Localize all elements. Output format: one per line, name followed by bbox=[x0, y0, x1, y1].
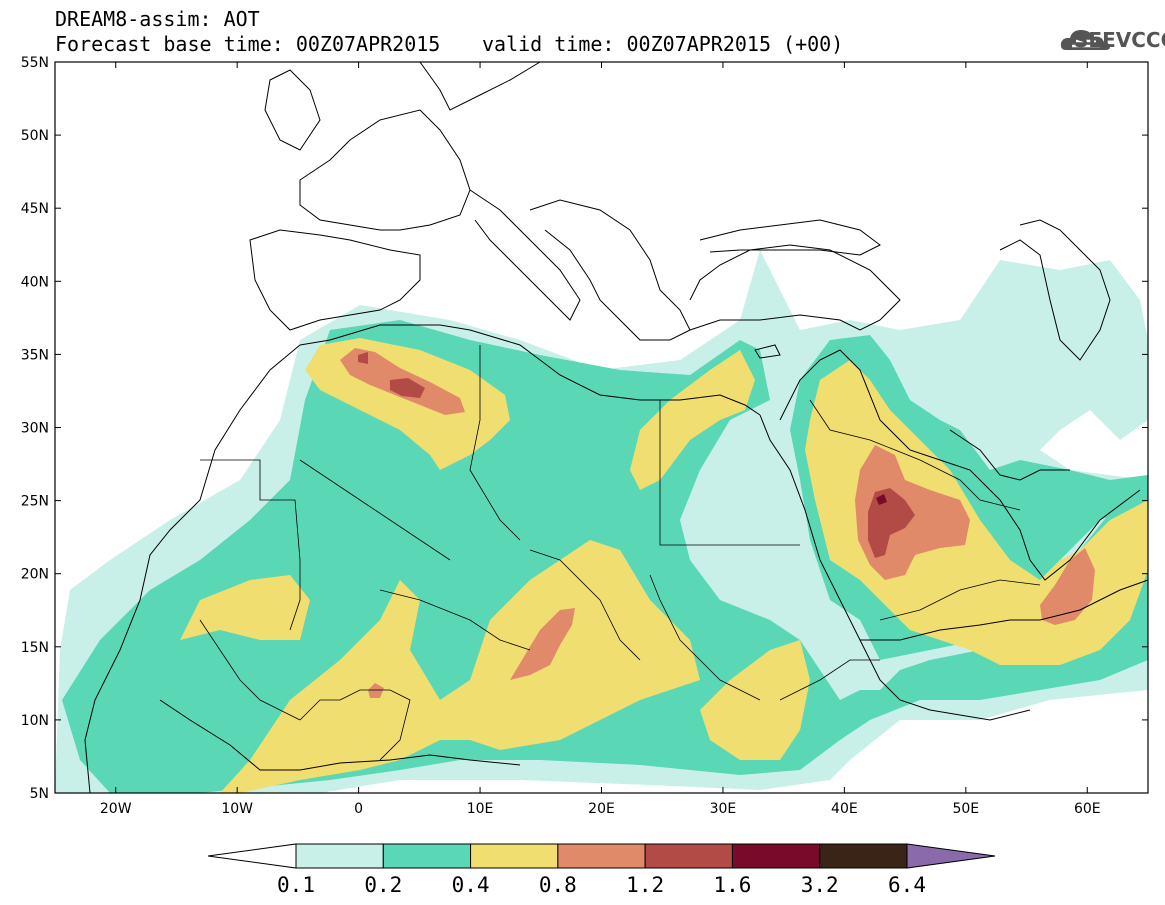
colorbar-swatches bbox=[207, 843, 996, 869]
valid-time: valid time: 00Z07APR2015 (+00) bbox=[482, 32, 844, 56]
border-mali-niger bbox=[379, 589, 531, 651]
colorbar-label: 0.8 bbox=[539, 873, 577, 897]
coast-scandinavia bbox=[419, 61, 541, 111]
border-algeria-mali bbox=[299, 459, 451, 561]
coast-europe-iberia bbox=[249, 229, 421, 331]
border-algeria-libya bbox=[469, 345, 521, 541]
colorbar-swatch bbox=[470, 843, 559, 869]
colorbar-swatch bbox=[295, 843, 384, 869]
map-title: DREAM8-assim: AOT bbox=[55, 7, 260, 31]
lon-tick-label: 10W bbox=[221, 801, 253, 817]
colorbar-label: 1.6 bbox=[713, 873, 751, 897]
aot-band-0.4-chad bbox=[220, 540, 700, 793]
coast-uk bbox=[264, 69, 321, 151]
colorbar-arrow-low bbox=[207, 843, 297, 869]
lon-tick-label: 60E bbox=[1074, 801, 1101, 817]
colorbar-swatch bbox=[382, 843, 472, 869]
border-libya-egypt bbox=[659, 400, 800, 546]
colorbar-label: 0.4 bbox=[452, 873, 490, 897]
cloud-logo-icon bbox=[1060, 30, 1110, 50]
colorbar-label: 6.4 bbox=[888, 873, 926, 897]
colorbar-label: 0.1 bbox=[277, 873, 315, 897]
coast-arabia-south bbox=[860, 579, 1149, 641]
borders bbox=[199, 345, 1041, 761]
aot-band-0.8-nigeria bbox=[368, 683, 384, 698]
border-westafrica-2 bbox=[299, 699, 340, 721]
aot-band-1.2-algeria2 bbox=[390, 378, 425, 398]
lon-tick-label: 20E bbox=[588, 801, 615, 817]
lat-tick-label: 50N bbox=[21, 128, 49, 144]
lat-tick-label: 35N bbox=[21, 347, 49, 363]
aot-band-0.4-egypt bbox=[630, 350, 755, 490]
coast-france bbox=[299, 109, 471, 231]
lon-tick-label: 20W bbox=[100, 801, 132, 817]
aot-band-1.2-arabia bbox=[868, 488, 915, 558]
border-mauritania bbox=[200, 459, 301, 631]
coast-africa-north bbox=[299, 324, 761, 416]
lon-tick-label: 10E bbox=[467, 801, 494, 817]
colorbar-swatch bbox=[557, 843, 646, 869]
coast-blacksea bbox=[699, 219, 881, 256]
border-westafrica-1 bbox=[199, 619, 301, 721]
colorbar-swatch bbox=[644, 843, 733, 869]
border-saudi bbox=[809, 399, 1021, 511]
border-ethiopia bbox=[779, 659, 880, 701]
lat-tick-label: 40N bbox=[21, 274, 49, 290]
lat-tick-label: 55N bbox=[21, 55, 49, 71]
aot-band-0.8-chad bbox=[510, 608, 575, 680]
coast-gulf bbox=[949, 429, 1070, 481]
lon-tick-label: 50E bbox=[952, 801, 979, 817]
coast-caspian bbox=[999, 219, 1111, 361]
coast-italy bbox=[469, 189, 581, 321]
lon-tick-label: 30E bbox=[710, 801, 737, 817]
colorbar-labels: 0.1 0.2 0.4 0.8 1.2 1.6 3.2 6.4 bbox=[277, 873, 926, 897]
aot-band-0.8-oman bbox=[1040, 548, 1095, 625]
colorbar-swatch bbox=[731, 843, 821, 869]
latitude-axis: 55N 50N 45N 40N 35N 30N 25N 20N 15N 10N 5N bbox=[21, 55, 1148, 802]
aot-fields bbox=[55, 250, 1148, 793]
lat-tick-label: 15N bbox=[21, 640, 49, 656]
longitude-axis: 20W 10W 0 10E 20E 30E 40E 50E 60E bbox=[100, 62, 1101, 817]
aot-band-1.6-arabia bbox=[876, 494, 887, 505]
coastlines bbox=[84, 61, 1149, 794]
lat-tick-label: 25N bbox=[21, 494, 49, 510]
border-nigeria bbox=[339, 689, 411, 761]
aot-band-0.4-sahel bbox=[180, 575, 310, 640]
aot-band-1.2-algeria bbox=[358, 352, 368, 364]
border-niger-chad bbox=[529, 549, 641, 661]
coast-africa-west bbox=[84, 344, 301, 794]
lat-tick-label: 5N bbox=[30, 786, 49, 802]
border-yemen bbox=[879, 579, 1041, 621]
colorbar-label: 3.2 bbox=[801, 873, 839, 897]
coast-guinea bbox=[159, 699, 521, 771]
lon-tick-label: 40E bbox=[831, 801, 858, 817]
lat-tick-label: 30N bbox=[21, 421, 49, 437]
coast-cyprus bbox=[754, 344, 781, 359]
colorbar-label: 1.2 bbox=[626, 873, 664, 897]
lon-tick-label: 0 bbox=[354, 801, 363, 817]
border-sudan bbox=[649, 574, 761, 701]
lat-tick-label: 20N bbox=[21, 567, 49, 583]
colorbar-label: 0.2 bbox=[364, 873, 402, 897]
lat-tick-label: 10N bbox=[21, 713, 49, 729]
colorbar-arrow-high bbox=[906, 843, 996, 869]
coast-arabia bbox=[779, 349, 1141, 581]
colorbar-swatch bbox=[819, 843, 908, 869]
coast-turkey bbox=[689, 244, 901, 331]
logo-text: SEEVCCC bbox=[1074, 28, 1165, 52]
aot-band-0.4-sudan bbox=[700, 640, 810, 760]
lat-tick-label: 45N bbox=[21, 201, 49, 217]
forecast-base-time: Forecast base time: 00Z07APR2015 bbox=[55, 32, 441, 56]
